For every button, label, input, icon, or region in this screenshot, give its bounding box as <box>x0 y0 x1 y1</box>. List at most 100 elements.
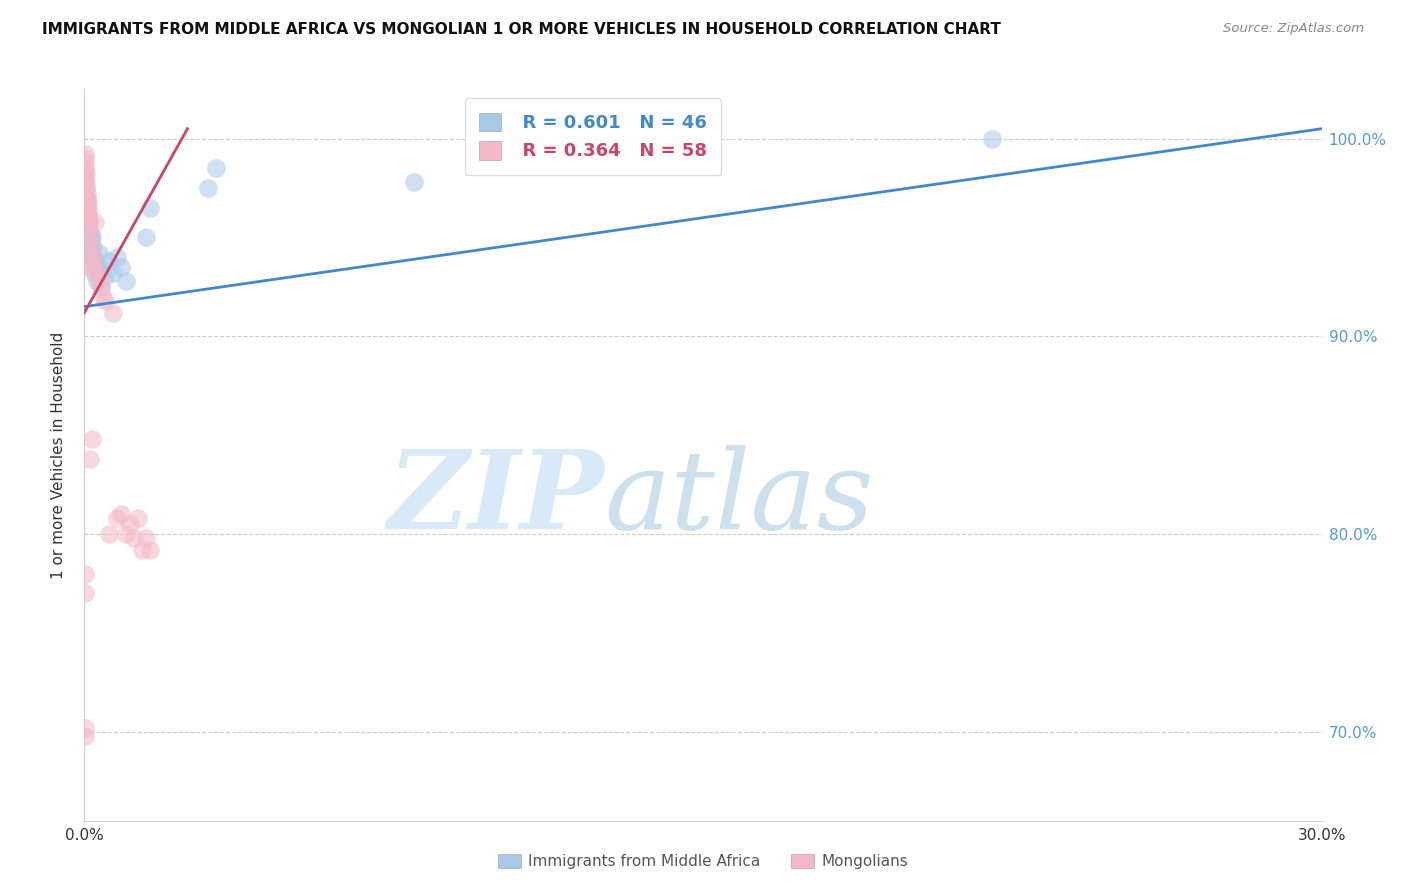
Point <box>80 230 103 244</box>
Point <box>75 207 97 221</box>
Point <box>76 220 98 235</box>
Point <box>75 194 97 209</box>
Point <box>76 207 98 221</box>
Point <box>73 566 96 581</box>
Point <box>77 240 100 254</box>
Point <box>80 235 103 249</box>
Point <box>86 274 108 288</box>
Point <box>76 211 98 225</box>
Point <box>79 240 101 254</box>
Point <box>139 201 162 215</box>
Text: atlas: atlas <box>605 445 873 552</box>
Point <box>73 161 96 176</box>
Point <box>75 181 97 195</box>
Point <box>77 201 100 215</box>
Point <box>114 527 136 541</box>
Point <box>110 260 132 274</box>
Point <box>79 230 101 244</box>
Point <box>75 220 97 235</box>
Point <box>76 186 98 201</box>
Point <box>73 152 96 166</box>
Point <box>75 207 97 221</box>
Point <box>76 227 98 241</box>
Point <box>77 214 100 228</box>
Point <box>90 280 112 294</box>
Point <box>98 527 121 541</box>
Point <box>76 194 98 209</box>
Point <box>83 214 105 228</box>
Point <box>86 266 108 280</box>
Point <box>77 246 100 260</box>
Point <box>73 155 96 169</box>
Point <box>980 131 1002 145</box>
Point <box>90 280 112 294</box>
Point <box>77 220 100 235</box>
Text: IMMIGRANTS FROM MIDDLE AFRICA VS MONGOLIAN 1 OR MORE VEHICLES IN HOUSEHOLD CORRE: IMMIGRANTS FROM MIDDLE AFRICA VS MONGOLI… <box>42 22 1001 37</box>
Legend: Immigrants from Middle Africa, Mongolians: Immigrants from Middle Africa, Mongolian… <box>492 848 914 875</box>
Point <box>80 260 103 274</box>
Point <box>75 181 97 195</box>
Point <box>76 211 98 225</box>
Point <box>75 175 97 189</box>
Point <box>118 517 141 532</box>
Point <box>82 250 104 264</box>
Point <box>77 207 100 221</box>
Point <box>73 729 96 743</box>
Point <box>82 240 104 254</box>
Point <box>94 270 117 285</box>
Point <box>76 191 98 205</box>
Point <box>76 194 98 209</box>
Point <box>75 214 97 228</box>
Point <box>139 542 162 557</box>
Point <box>79 227 101 241</box>
Point <box>75 186 97 201</box>
Point <box>77 207 100 221</box>
Point <box>127 511 149 525</box>
Point <box>80 432 103 446</box>
Point <box>75 211 97 225</box>
Point <box>114 274 136 288</box>
Point <box>105 250 128 264</box>
Point <box>91 290 114 304</box>
Point <box>77 235 100 249</box>
Point <box>73 586 96 600</box>
Point <box>75 201 97 215</box>
Point <box>197 181 219 195</box>
Point <box>90 260 112 274</box>
Point <box>77 220 100 235</box>
Point <box>73 721 96 735</box>
Point <box>83 254 105 268</box>
Point <box>105 511 128 525</box>
Point <box>87 246 110 260</box>
Point <box>122 531 145 545</box>
Point <box>103 266 125 280</box>
Point <box>77 235 100 249</box>
Point <box>79 214 101 228</box>
Y-axis label: 1 or more Vehicles in Household: 1 or more Vehicles in Household <box>51 331 66 579</box>
Point <box>80 246 103 260</box>
Point <box>131 542 153 557</box>
Point <box>75 211 97 225</box>
Point <box>94 293 117 308</box>
Point <box>79 240 101 254</box>
Point <box>75 175 97 189</box>
Text: ZIP: ZIP <box>388 445 605 552</box>
Point <box>98 254 121 268</box>
Point <box>79 214 101 228</box>
Point <box>83 266 105 280</box>
Point <box>73 147 96 161</box>
Point <box>76 235 98 249</box>
Point <box>87 274 110 288</box>
Point <box>75 194 97 209</box>
Point <box>135 230 157 244</box>
Point <box>75 167 97 181</box>
Point <box>110 507 132 521</box>
Point <box>82 254 104 268</box>
Point <box>103 305 125 319</box>
Point <box>82 260 104 274</box>
Point <box>73 171 96 186</box>
Point <box>79 451 101 466</box>
Point <box>79 230 101 244</box>
Legend:   R = 0.601   N = 46,   R = 0.364   N = 58: R = 0.601 N = 46, R = 0.364 N = 58 <box>464 98 721 175</box>
Point <box>75 191 97 205</box>
